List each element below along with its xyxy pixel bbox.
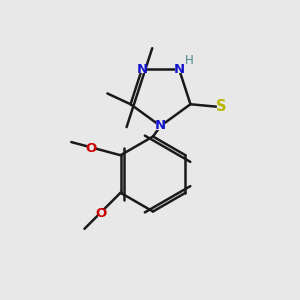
FancyBboxPatch shape [156, 122, 165, 130]
Text: N: N [155, 119, 166, 133]
FancyBboxPatch shape [217, 103, 224, 110]
Text: N: N [136, 62, 148, 76]
Text: O: O [96, 207, 107, 220]
FancyBboxPatch shape [175, 65, 184, 73]
Text: N: N [173, 62, 184, 76]
Text: S: S [215, 99, 226, 114]
Text: O: O [85, 142, 96, 155]
FancyBboxPatch shape [137, 65, 146, 73]
FancyBboxPatch shape [98, 210, 105, 217]
Text: H: H [184, 54, 193, 67]
FancyBboxPatch shape [87, 145, 94, 152]
